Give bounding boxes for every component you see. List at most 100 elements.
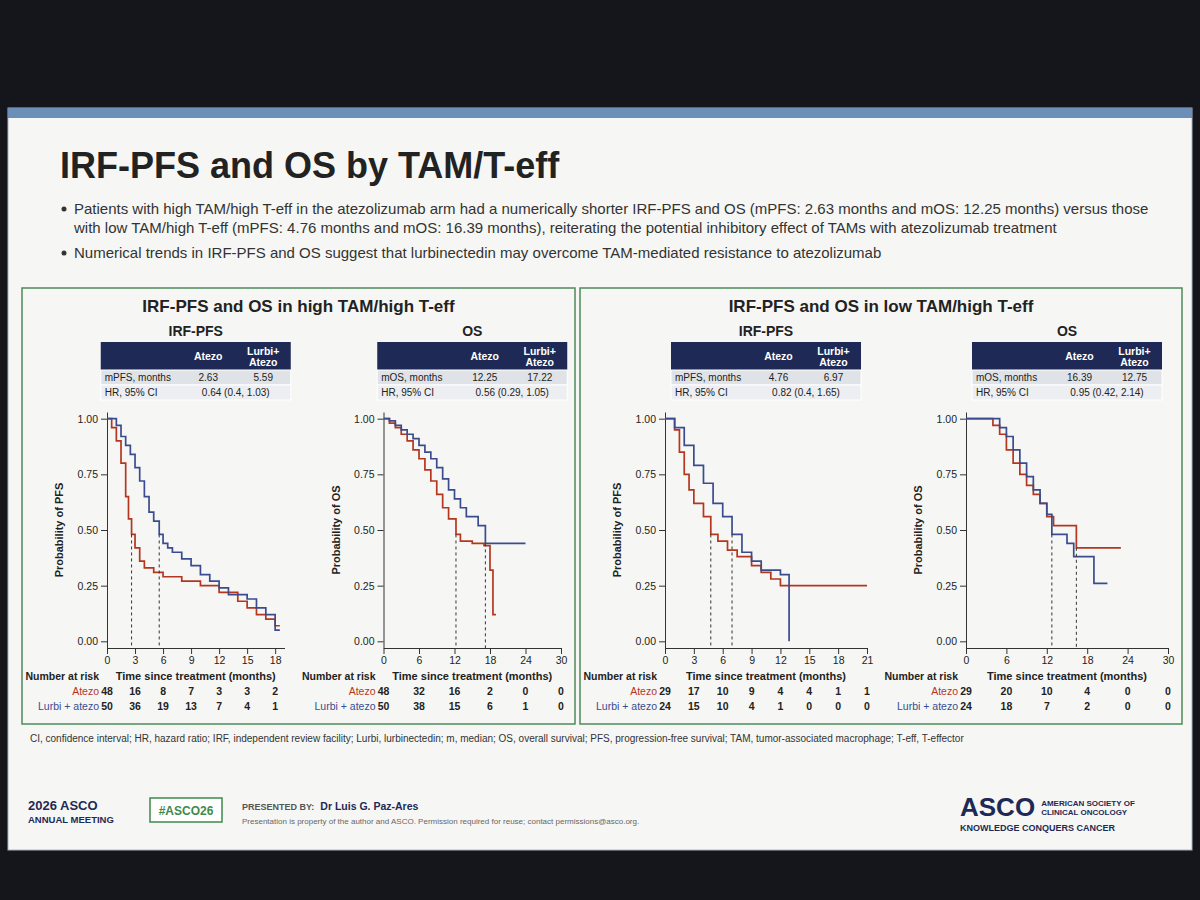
km-curve	[966, 419, 1121, 548]
y-axis: 0.00 0.25 0.50 0.75 1.00	[354, 413, 384, 649]
axis-line	[384, 413, 385, 649]
table-row-label: HR, 95% CI	[976, 387, 1029, 398]
table-value: 0.64 (0.4, 1.03)	[202, 387, 270, 398]
presenter: Dr Luis G. Paz-Ares	[320, 800, 418, 812]
meeting-name: 2026 ASCO	[28, 798, 98, 813]
tick-mark	[1168, 648, 1169, 654]
text-line: CI, confidence interval; HR, hazard rati…	[30, 733, 964, 744]
chart-title: OS	[1057, 323, 1077, 339]
median-line	[485, 543, 486, 648]
tick-label: 18	[270, 654, 282, 666]
y-tick: 0.25	[937, 580, 966, 592]
risk-row-label: Atezo	[630, 685, 657, 697]
risk-count: 20	[1001, 685, 1013, 697]
median-line	[710, 534, 711, 648]
risk-count: 0	[1165, 685, 1171, 697]
risk-count: 38	[413, 700, 425, 712]
table-header: Atezo	[764, 350, 793, 362]
km-curve	[107, 419, 280, 626]
tick-mark	[1006, 648, 1007, 654]
y-axis: 0.00 0.25 0.50 0.75 1.00	[937, 413, 967, 649]
median-line	[455, 534, 456, 648]
tick-mark	[723, 648, 724, 654]
x-tick: 6	[161, 648, 167, 666]
tick-mark	[219, 648, 220, 654]
tick-label: 12	[1041, 654, 1053, 666]
median-line	[159, 534, 160, 648]
risk-count: 2	[487, 685, 493, 697]
tick-mark	[659, 641, 665, 642]
table-row-bg	[101, 370, 291, 385]
km-curve	[665, 419, 789, 642]
tick-label: 0.75	[636, 468, 657, 480]
y-axis-title: Probability of OS	[330, 485, 342, 574]
y-tick: 0.25	[354, 580, 383, 592]
tick-mark	[960, 530, 966, 531]
y-tick: 0.00	[354, 635, 383, 647]
tick-label: 0.25	[937, 580, 958, 592]
tick-label: 1.00	[636, 413, 657, 425]
risk-count: 1	[778, 700, 784, 712]
tick-label: 12	[214, 654, 226, 666]
tick-label: 18	[833, 654, 845, 666]
y-tick: 0.75	[354, 468, 383, 480]
summary-table: AtezoLurbi+AtezomPFS, months4.766.97HR, …	[671, 342, 861, 400]
tick-label: 0.50	[937, 524, 958, 536]
y-axis-title: Probability of PFS	[53, 483, 65, 578]
tick-label: 6	[720, 654, 726, 666]
tick-label: 12	[775, 654, 787, 666]
tick-label: 0.50	[78, 524, 99, 536]
table-value: 5.59	[254, 372, 274, 383]
table-row-label: mPFS, months	[105, 372, 171, 383]
risk-row-label: Lurbi + atezo	[596, 700, 657, 712]
x-axis-title: Time since treatment (months)	[987, 670, 1147, 682]
risk-count: 2	[272, 685, 278, 697]
risk-count: 29	[960, 685, 972, 697]
tick-label: 0.75	[937, 468, 958, 480]
bullet-dot	[62, 207, 67, 212]
table-value: 0.56 (0.29, 1.05)	[476, 387, 549, 398]
risk-count: 19	[157, 700, 169, 712]
risk-row-label: Lurbi + atezo	[897, 700, 958, 712]
chart: OS AtezoLurbi+AtezomOS, months16.3912.75H…	[884, 323, 1174, 712]
tagline: KNOWLEDGE CONQUERS CANCER	[960, 823, 1116, 833]
summary-table: AtezoLurbi+AtezomOS, months16.3912.75HR,…	[972, 342, 1162, 400]
tick-label: 24	[1122, 654, 1134, 666]
panel-title: IRF-PFS and OS in high TAM/high T-eff	[142, 297, 455, 316]
risk-count: 16	[449, 685, 461, 697]
risk-count: 16	[129, 685, 141, 697]
risk-count: 0	[523, 685, 529, 697]
tick-mark	[966, 648, 967, 654]
y-tick: 0.50	[354, 524, 383, 536]
risk-count: 1	[523, 700, 529, 712]
risk-count: 0	[806, 700, 812, 712]
chart: IRF-PFSAtezoLurbi+AtezomPFS, months2.635…	[25, 323, 290, 712]
x-axis-title: Time since treatment (months)	[686, 670, 846, 682]
axis-line	[107, 413, 108, 649]
y-tick: 0.25	[78, 580, 107, 592]
tick-label: 15	[242, 654, 254, 666]
table-value: 16.39	[1067, 372, 1092, 383]
risk-count: 36	[129, 700, 141, 712]
x-tick: 21	[862, 648, 874, 666]
x-tick: 6	[1004, 648, 1010, 666]
text-line: Atezo	[470, 350, 499, 362]
tick-label: 0.00	[937, 635, 958, 647]
risk-count: 2	[1084, 700, 1090, 712]
risk-count: 32	[413, 685, 425, 697]
x-tick: 12	[775, 648, 787, 666]
km-curve	[966, 419, 1107, 584]
risk-count: 4	[749, 700, 755, 712]
tick-mark	[378, 586, 384, 587]
tick-label: 15	[804, 654, 816, 666]
tick-label: 1.00	[354, 413, 375, 425]
y-tick: 1.00	[937, 413, 966, 425]
x-tick: 12	[1041, 648, 1053, 666]
risk-count: 0	[558, 685, 564, 697]
tick-mark	[659, 474, 665, 475]
text-line: Atezo	[249, 356, 278, 368]
table-value: 0.82 (0.4, 1.65)	[772, 387, 840, 398]
tick-label: 24	[520, 654, 532, 666]
y-tick: 0.75	[78, 468, 107, 480]
tick-label: 0.25	[78, 580, 99, 592]
